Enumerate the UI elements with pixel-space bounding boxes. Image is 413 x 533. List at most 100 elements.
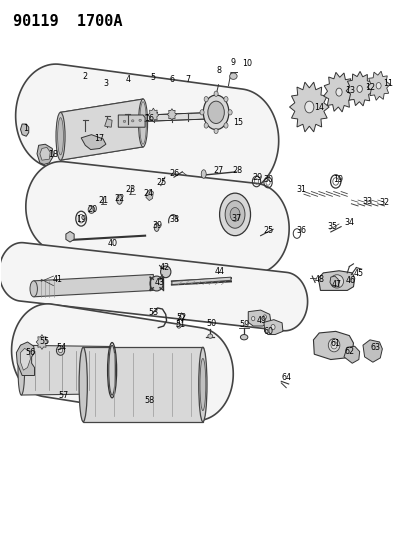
Text: 6: 6 [169, 75, 174, 84]
Ellipse shape [219, 193, 250, 236]
Polygon shape [248, 310, 270, 326]
Polygon shape [318, 271, 354, 290]
Text: 24: 24 [143, 189, 153, 198]
Polygon shape [118, 115, 145, 127]
Ellipse shape [229, 73, 237, 79]
Ellipse shape [214, 128, 218, 134]
Text: 59: 59 [239, 320, 249, 329]
Polygon shape [313, 332, 353, 360]
Polygon shape [323, 72, 354, 112]
Ellipse shape [263, 315, 266, 319]
Text: 18: 18 [48, 150, 58, 159]
Text: 30: 30 [263, 175, 273, 184]
Polygon shape [145, 189, 153, 200]
Polygon shape [37, 144, 53, 165]
Text: 31: 31 [295, 185, 305, 194]
Polygon shape [33, 274, 153, 297]
Polygon shape [289, 82, 328, 132]
Ellipse shape [139, 119, 141, 122]
Ellipse shape [30, 281, 37, 297]
Polygon shape [345, 71, 372, 106]
Ellipse shape [328, 338, 339, 352]
Polygon shape [36, 335, 47, 350]
Text: 61: 61 [330, 339, 340, 348]
Text: 19: 19 [332, 175, 342, 184]
Text: 62: 62 [344, 347, 354, 356]
Polygon shape [0, 243, 307, 331]
Text: 40: 40 [108, 239, 118, 248]
Ellipse shape [201, 169, 206, 178]
Text: 56: 56 [25, 348, 36, 357]
Polygon shape [17, 342, 34, 375]
Text: 29: 29 [252, 173, 262, 182]
Text: 33: 33 [361, 197, 371, 206]
Text: 47: 47 [331, 279, 341, 288]
Ellipse shape [56, 346, 64, 356]
Ellipse shape [223, 123, 228, 128]
Text: 19: 19 [76, 215, 86, 224]
Polygon shape [145, 112, 215, 122]
Ellipse shape [204, 96, 208, 102]
Ellipse shape [88, 206, 95, 213]
Ellipse shape [223, 96, 228, 102]
Ellipse shape [79, 348, 87, 422]
Text: 44: 44 [214, 268, 224, 276]
Text: 1: 1 [23, 124, 28, 133]
Text: 9: 9 [230, 59, 235, 67]
Text: 90119  1700A: 90119 1700A [13, 14, 122, 29]
Ellipse shape [140, 102, 146, 144]
Text: 39: 39 [152, 221, 162, 230]
Text: 3: 3 [103, 79, 108, 88]
Text: 25: 25 [156, 178, 166, 187]
Text: 14: 14 [313, 102, 323, 111]
Text: 45: 45 [353, 269, 363, 278]
Text: 57: 57 [58, 391, 69, 400]
Polygon shape [167, 109, 176, 120]
Ellipse shape [251, 317, 254, 321]
Text: 54: 54 [57, 343, 66, 352]
Text: 60: 60 [263, 327, 273, 336]
Text: 51: 51 [175, 320, 185, 329]
Polygon shape [171, 277, 230, 285]
Polygon shape [21, 349, 30, 370]
Ellipse shape [207, 101, 224, 124]
Ellipse shape [116, 195, 122, 204]
Text: 38: 38 [169, 215, 178, 224]
Polygon shape [40, 148, 50, 160]
Text: 25: 25 [262, 227, 273, 236]
Text: 42: 42 [159, 263, 170, 272]
Polygon shape [21, 124, 28, 136]
Ellipse shape [58, 349, 62, 353]
Text: 27: 27 [213, 166, 223, 175]
Text: 4: 4 [125, 75, 130, 84]
Text: 13: 13 [345, 85, 355, 94]
Text: 41: 41 [52, 274, 62, 284]
Polygon shape [21, 345, 112, 395]
Text: 34: 34 [344, 219, 354, 228]
Ellipse shape [138, 99, 147, 147]
Text: 10: 10 [242, 60, 252, 68]
Ellipse shape [203, 95, 228, 130]
Ellipse shape [199, 110, 204, 115]
Ellipse shape [228, 110, 232, 115]
Text: 12: 12 [364, 83, 374, 92]
Ellipse shape [150, 276, 163, 291]
Ellipse shape [270, 325, 274, 330]
Ellipse shape [204, 123, 208, 128]
Polygon shape [66, 231, 74, 242]
Polygon shape [147, 108, 158, 122]
Text: 43: 43 [154, 278, 164, 287]
Text: 15: 15 [233, 118, 242, 127]
Ellipse shape [176, 324, 180, 328]
Ellipse shape [18, 345, 24, 395]
Ellipse shape [335, 88, 341, 96]
Text: 50: 50 [206, 319, 216, 328]
Ellipse shape [240, 335, 247, 340]
Text: 37: 37 [231, 214, 241, 223]
Text: 28: 28 [232, 166, 242, 175]
Ellipse shape [123, 120, 126, 123]
Text: 53: 53 [148, 308, 158, 317]
Polygon shape [60, 99, 143, 160]
Text: 63: 63 [370, 343, 380, 352]
Text: 49: 49 [256, 316, 266, 325]
